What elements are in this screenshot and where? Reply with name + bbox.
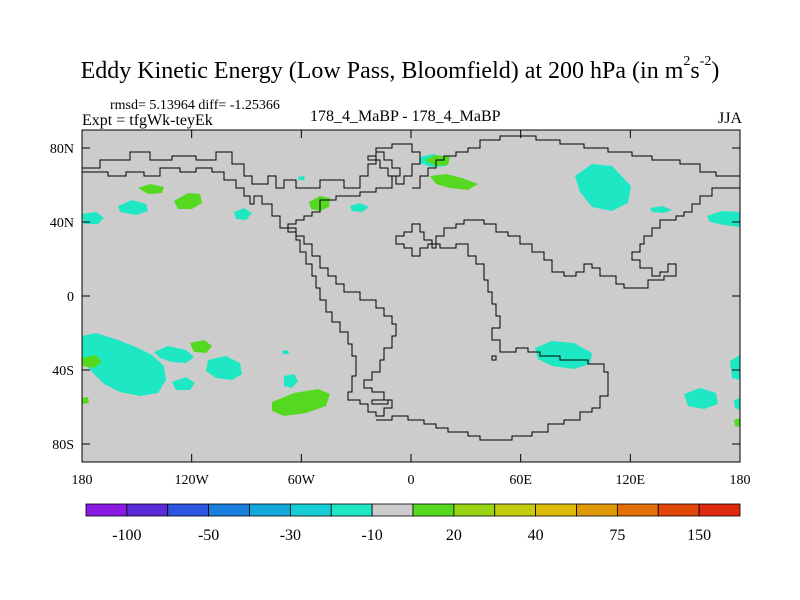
lat-tick-label: 0 — [67, 290, 74, 305]
colorbar-swatch — [453, 503, 496, 517]
colorbar: -100 -50 -30 -10 20 40 75 150 — [85, 503, 741, 544]
colorbar-swatch — [167, 503, 210, 517]
colorbar-swatch — [126, 503, 169, 517]
anomaly-patches — [82, 154, 740, 427]
colorbar-swatch — [616, 503, 659, 517]
colorbar-label: 40 — [528, 527, 544, 544]
patch — [298, 176, 305, 180]
patch — [707, 211, 740, 227]
patch — [272, 389, 330, 416]
colorbar-label: -10 — [361, 527, 382, 544]
patch — [282, 350, 289, 354]
colorbar-label: -30 — [280, 527, 301, 544]
patch — [118, 200, 148, 215]
season-label: JJA — [717, 110, 742, 127]
colorbar-swatch — [85, 503, 128, 517]
patch — [684, 388, 718, 409]
lon-tick-label: 0 — [408, 473, 415, 488]
patch — [535, 341, 592, 369]
colorbar-swatch — [698, 503, 741, 517]
patch — [174, 193, 202, 209]
colorbar-swatch — [657, 503, 700, 517]
lat-tick-label: 40N — [50, 216, 74, 231]
coastlines — [82, 135, 740, 441]
patch — [172, 377, 195, 390]
colorbar-label: -50 — [198, 527, 219, 544]
patch — [284, 374, 298, 388]
colorbar-swatch — [412, 503, 455, 517]
colorbar-label: 150 — [687, 527, 711, 544]
lon-tick-label: 180 — [730, 473, 751, 488]
coastline-greenland — [367, 143, 421, 185]
colorbar-swatch — [208, 503, 250, 517]
patch — [82, 333, 166, 396]
patch — [350, 203, 369, 212]
patch — [734, 418, 740, 427]
colorbar-swatch — [249, 503, 291, 517]
lon-tick-label: 120W — [175, 473, 210, 488]
lon-tick-label: 60E — [509, 473, 532, 488]
patch — [430, 174, 478, 190]
stats-text: rmsd= 5.13964 diff= -1.25366 — [110, 98, 280, 113]
coastline-americas — [82, 151, 401, 417]
lon-tick-label: 120E — [616, 473, 646, 488]
colorbar-swatch — [494, 503, 537, 517]
lat-tick-label: 40S — [52, 364, 74, 379]
negative-anomalies — [82, 154, 740, 410]
colorbar-label: 20 — [446, 527, 462, 544]
patch — [138, 184, 164, 194]
plot-title: Eddy Kinetic Energy (Low Pass, Bloomfiel… — [80, 54, 720, 84]
lon-tick-label: 60W — [288, 473, 316, 488]
colorbar-swatch — [535, 503, 577, 517]
colorbar-swatch — [576, 503, 618, 517]
patch — [234, 208, 252, 220]
patch — [190, 340, 212, 353]
positive-anomalies — [82, 155, 740, 427]
colorbar-label: 75 — [609, 527, 625, 544]
colorbar-swatch — [371, 503, 414, 517]
colorbar-swatch — [330, 503, 373, 517]
lat-tick-label: 80S — [52, 438, 74, 453]
lat-tick-label: 80N — [50, 142, 74, 157]
patch — [206, 356, 242, 380]
patch — [82, 397, 89, 404]
coastline-eurasia — [376, 135, 740, 441]
patch — [82, 212, 104, 224]
patch — [154, 346, 194, 363]
coastline-islands — [371, 399, 389, 405]
experiment-label: Expt = tfgWk-teyEk — [82, 112, 213, 129]
patch — [734, 398, 740, 410]
axis-ticks: 80N 40N 0 40S 80S 180 120W 60W 0 60E 120E 180 — [50, 130, 751, 488]
map-background — [82, 130, 740, 462]
patch — [650, 206, 672, 213]
patch — [575, 164, 631, 211]
comparison-label: 178_4_MaBP - 178_4_MaBP — [310, 108, 501, 125]
coastline-africa-south — [491, 355, 497, 361]
patch — [730, 355, 740, 380]
colorbar-swatch — [289, 503, 332, 517]
lon-tick-label: 180 — [72, 473, 93, 488]
colorbar-label: -100 — [112, 527, 141, 544]
patch — [82, 355, 102, 368]
